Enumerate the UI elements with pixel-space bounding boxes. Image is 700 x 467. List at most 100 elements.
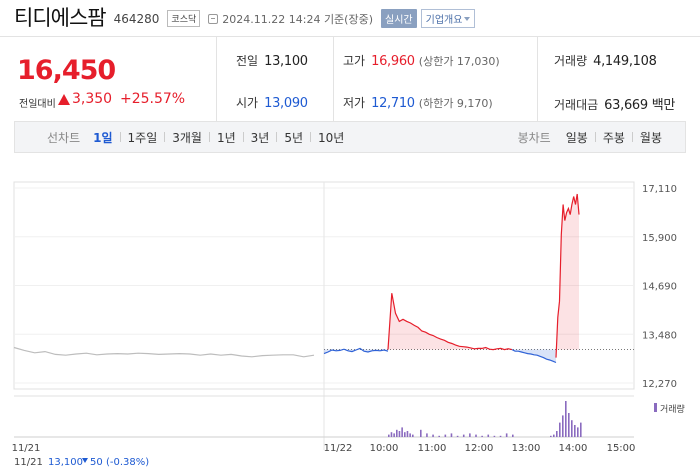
volume-bar: [499, 435, 502, 437]
volume-bar: [456, 435, 459, 437]
series-area: [388, 293, 512, 350]
upper-limit: (상한가 17,030): [418, 55, 500, 68]
volume-bar: [420, 429, 422, 437]
chart-tabs: 선차트 1일 1주일 3개월 1년 3년 5년 10년 봉차트 일봉 주봉 월봉: [14, 121, 686, 153]
tab-5y[interactable]: 5년: [284, 130, 304, 145]
change-percent: +25.57%: [120, 91, 186, 107]
y-tick-label: 15,900: [642, 233, 677, 244]
volume-bar: [469, 433, 471, 437]
x-tick-label: 12:00: [465, 443, 494, 454]
volume-bar: [559, 422, 561, 437]
volume-bar: [553, 434, 555, 437]
prev-change-pct: (-0.38%): [106, 457, 149, 467]
series-line: [323, 347, 389, 355]
volume-bar: [556, 431, 558, 437]
trade-amount: 거래대금 63,669 백만: [554, 94, 675, 113]
divider: [119, 132, 121, 142]
company-info-dropdown[interactable]: 기업개요: [420, 9, 476, 28]
series-area: [324, 348, 388, 354]
line-chart-label: 선차트: [47, 130, 81, 145]
quote-panel: 16,450 전일대비 3,350 +25.57% 전일 13,100 고가 16,…: [0, 36, 700, 121]
realtime-button[interactable]: 실시간: [381, 9, 417, 28]
divider: [333, 37, 334, 121]
current-price: 16,450: [17, 55, 116, 86]
open-value: 13,090: [264, 96, 308, 111]
volume-bar: [390, 432, 393, 437]
price-box: 16,450 전일대비 3,350 +25.57%: [0, 37, 217, 121]
volume-bar: [396, 429, 398, 437]
prev-date: 11/21: [14, 457, 43, 467]
tab-1y[interactable]: 1년: [216, 130, 236, 145]
down-triangle-icon: [82, 458, 88, 463]
prev-close-summary: 13,100: [48, 457, 83, 467]
tab-weekly[interactable]: 주봉: [602, 130, 625, 145]
price-chart[interactable]: 17,110 15,900 14,690 13,480 12,270 거래량 11/21 11…: [0, 155, 700, 467]
volume-bar: [462, 434, 465, 437]
tab-1w[interactable]: 1주일: [127, 130, 158, 145]
divider: [594, 132, 596, 142]
x-tick-label: 13:00: [512, 443, 541, 454]
prev-change: 50: [90, 457, 103, 467]
y-tick-label: 13,480: [642, 330, 677, 341]
series-line: [13, 346, 315, 358]
y-tick-label: 17,110: [642, 184, 677, 195]
divider: [242, 132, 244, 142]
tab-1d[interactable]: 1일: [93, 130, 113, 145]
volume-bar: [577, 427, 579, 437]
volume-bar: [406, 431, 409, 437]
divider: [537, 37, 538, 121]
volume-label: 거래량: [554, 54, 588, 68]
volume-bar: [574, 425, 576, 437]
volume-bar: [505, 433, 508, 437]
stock-header: 티디에스팜 464280 코스닥 2024.11.22 14:24 기준(장중)…: [0, 0, 700, 34]
series-line: [555, 193, 580, 358]
up-triangle-icon: [58, 94, 70, 105]
series-area: [512, 349, 556, 363]
candle-chart-label: 봉차트: [517, 130, 551, 145]
series-area: [556, 194, 579, 358]
high-price: 고가 16,960 (상한가 17,030): [343, 52, 500, 69]
divider: [631, 132, 633, 142]
volume-bar: [493, 435, 496, 437]
high-label: 고가: [343, 54, 366, 68]
divider: [208, 132, 210, 142]
volume-bar: [481, 435, 483, 437]
change-label: 전일대비: [19, 99, 56, 110]
prev-close-label: 전일: [236, 54, 259, 68]
change-value: 3,350: [72, 91, 113, 107]
chevron-down-icon: [464, 16, 471, 21]
volume-bar: [450, 433, 453, 437]
amount-label: 거래대금: [554, 98, 599, 112]
prev-close: 전일 13,100: [236, 52, 308, 69]
volume-legend: 거래량: [660, 403, 685, 415]
volume-bar: [388, 434, 390, 437]
volume-value: 4,149,108: [593, 54, 657, 69]
divider: [164, 132, 166, 142]
x-tick-label: 11/21: [12, 443, 41, 454]
series-line: [511, 349, 557, 364]
volume-bar: [401, 427, 403, 437]
tab-3m[interactable]: 3개월: [172, 130, 202, 145]
low-label: 저가: [343, 96, 366, 110]
volume-bar: [409, 433, 411, 437]
series-line: [387, 293, 513, 351]
tab-monthly[interactable]: 월봉: [639, 130, 662, 145]
volume-bar: [562, 415, 564, 437]
company-info-label: 기업개요: [425, 15, 463, 26]
volume-bar: [475, 434, 477, 437]
tab-daily[interactable]: 일봉: [565, 130, 588, 145]
volume-bar: [432, 434, 434, 437]
lower-limit: (하한가 9,170): [418, 97, 493, 110]
volume-bar: [568, 413, 570, 437]
high-value: 16,960: [371, 54, 415, 69]
volume-bar: [444, 434, 447, 437]
tab-10y[interactable]: 10년: [318, 130, 345, 145]
open-label: 시가: [236, 96, 259, 110]
volume-bar: [571, 420, 573, 437]
volume-bar: [565, 401, 567, 437]
x-tick-label: 11:00: [418, 443, 447, 454]
volume-bar: [404, 432, 406, 437]
y-tick-label: 12,270: [642, 379, 677, 390]
stock-code: 464280: [113, 12, 160, 26]
tab-3y[interactable]: 3년: [250, 130, 270, 145]
